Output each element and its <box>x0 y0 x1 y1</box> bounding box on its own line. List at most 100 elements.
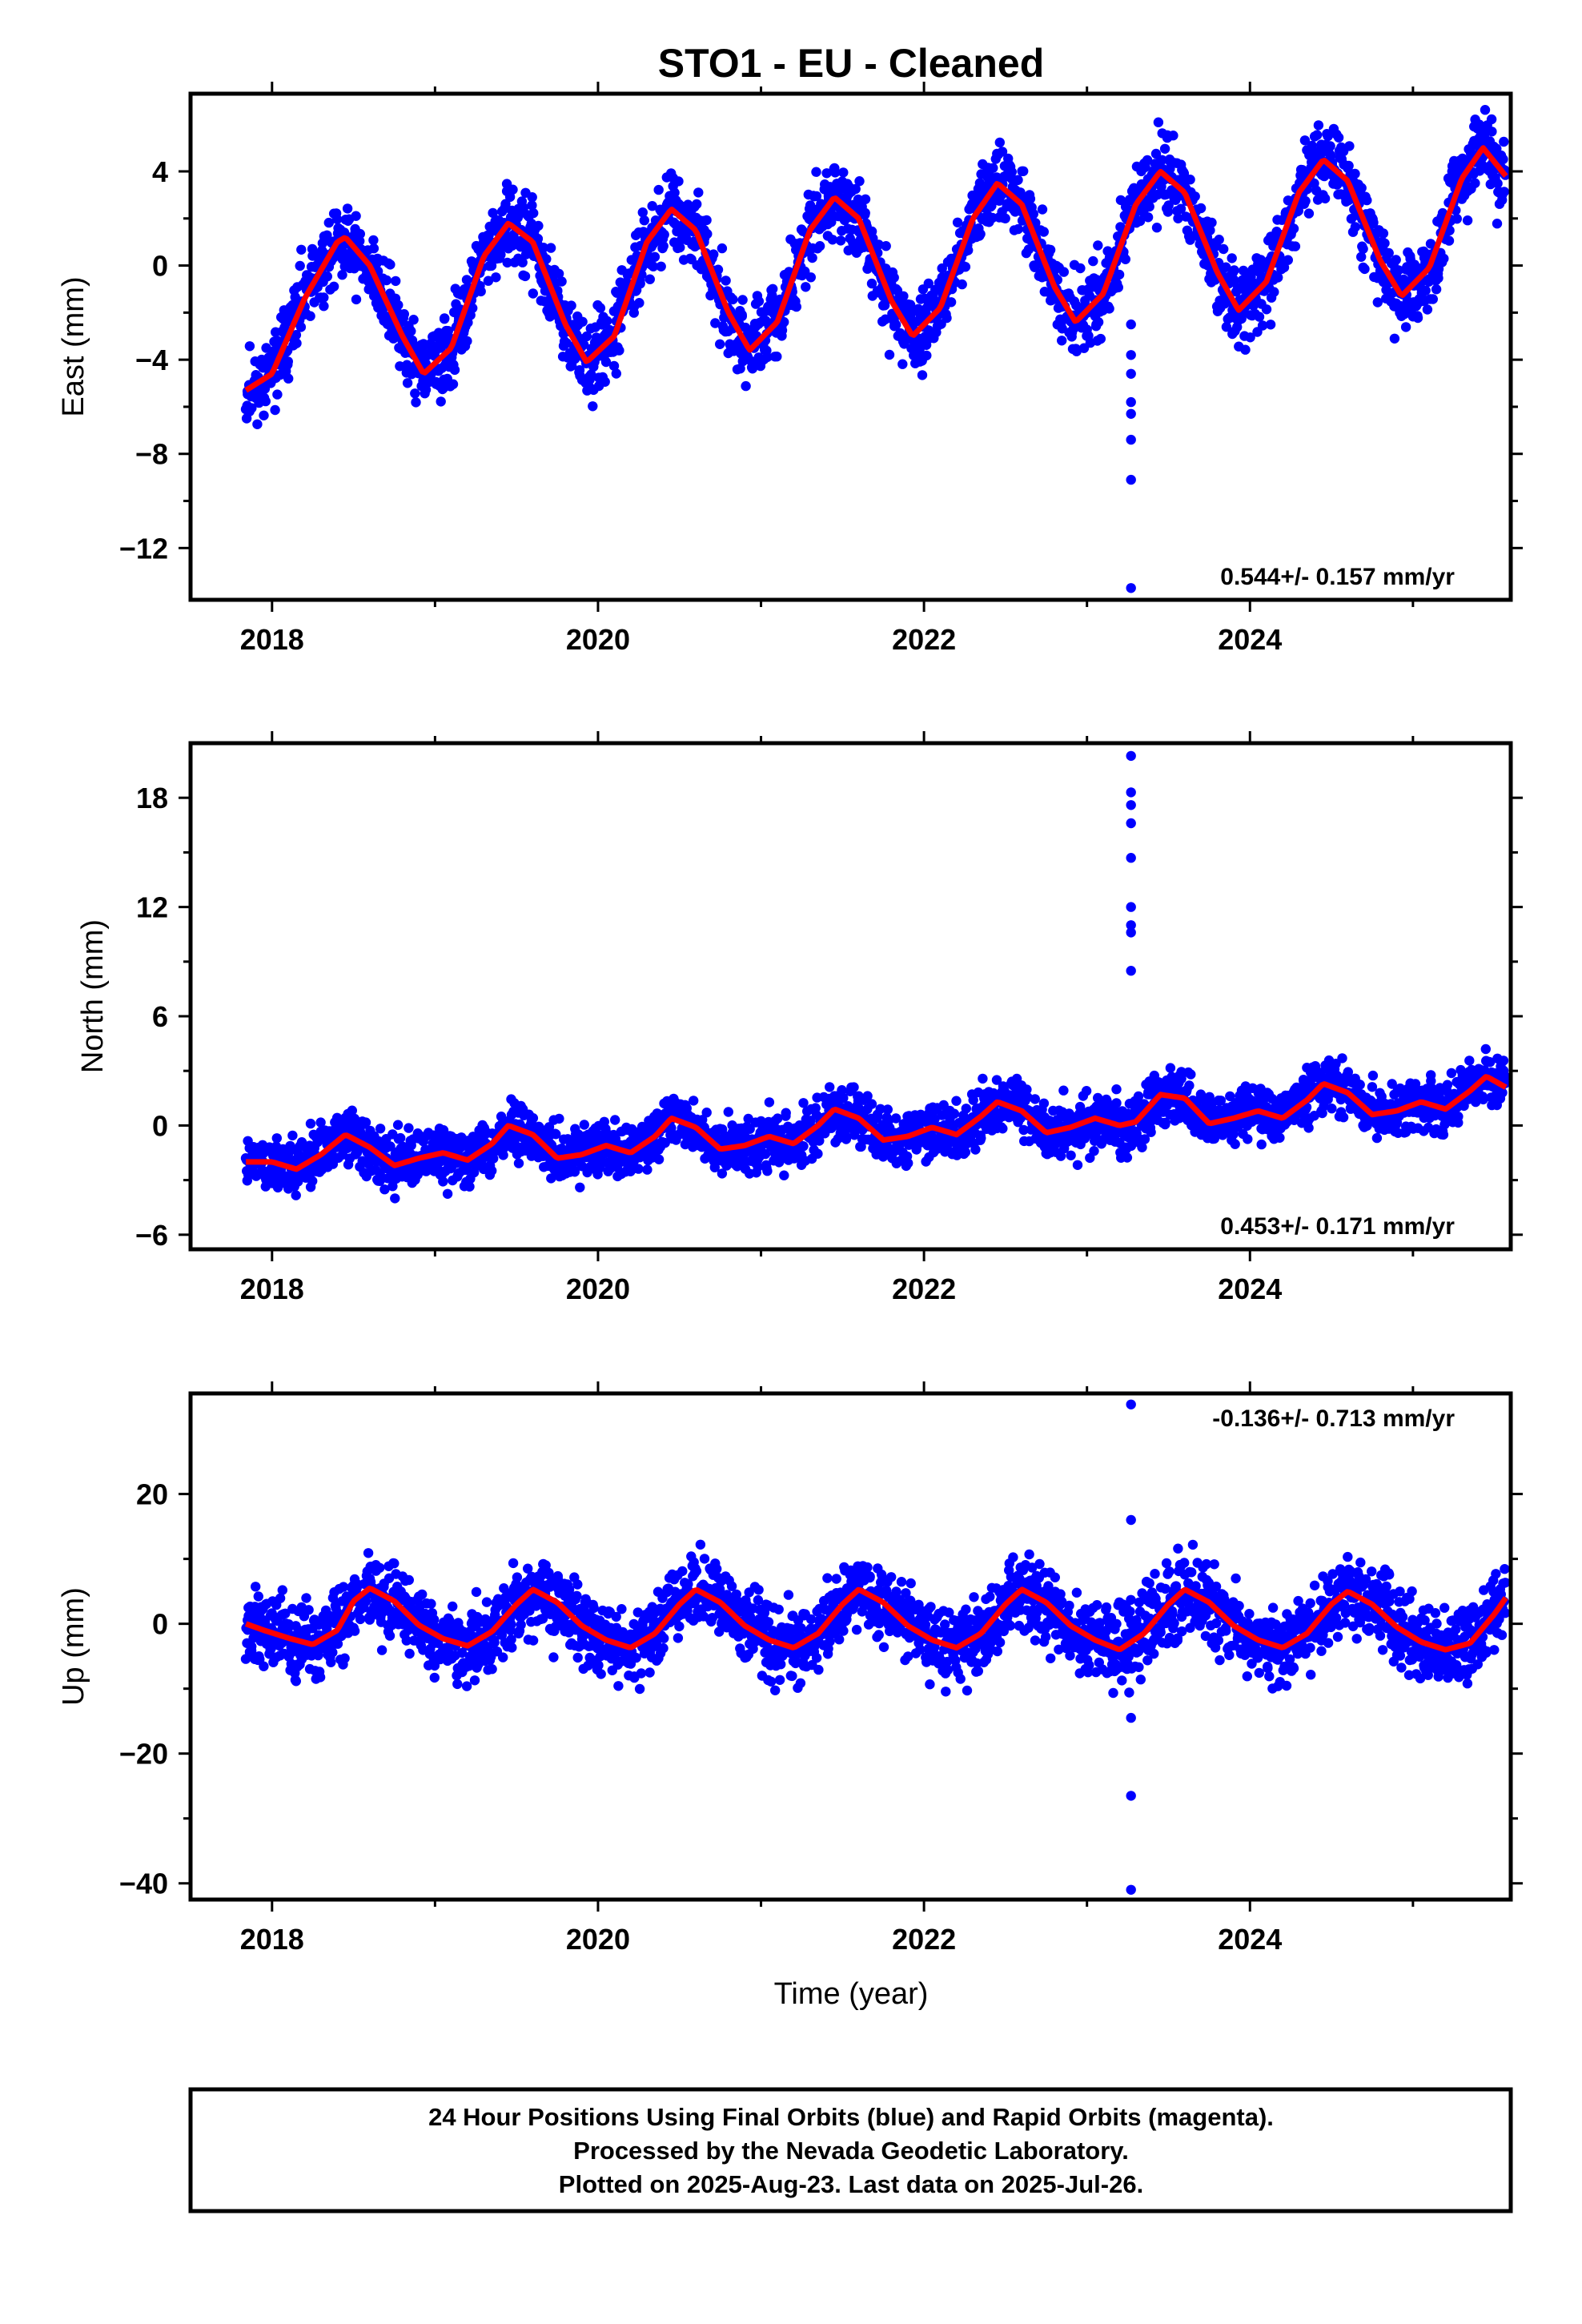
east-point <box>921 350 932 361</box>
north-point <box>666 1123 677 1133</box>
east-point <box>644 274 655 284</box>
north-scatter-points <box>240 1043 1511 1204</box>
east-point <box>1299 135 1311 146</box>
north-point <box>1275 1132 1285 1144</box>
east-point <box>879 300 890 311</box>
east-point <box>561 338 572 348</box>
north-point <box>723 1107 733 1117</box>
east-point <box>355 235 365 247</box>
east-point <box>1219 243 1229 255</box>
east-point <box>1000 213 1010 223</box>
north-point <box>1137 1142 1147 1153</box>
east-point <box>957 279 967 290</box>
east-point <box>1257 320 1268 331</box>
east-x-tick-label: 2022 <box>892 623 956 656</box>
east-point <box>533 220 544 231</box>
east-point <box>1343 160 1354 171</box>
east-point <box>988 163 998 173</box>
north-point <box>1058 1085 1069 1096</box>
east-y-tick-label: 4 <box>152 155 168 188</box>
east-point <box>779 316 789 328</box>
north-point <box>387 1181 398 1192</box>
east-point <box>658 241 669 251</box>
east-point <box>1288 223 1299 234</box>
north-point <box>464 1181 475 1192</box>
east-point <box>1144 201 1154 212</box>
east-point <box>1159 143 1170 154</box>
north-point <box>487 1165 497 1176</box>
east-point <box>538 243 549 253</box>
north-point <box>1215 1096 1227 1106</box>
chart-title: STO1 - EU - Cleaned <box>658 41 1045 86</box>
east-rate-label: 0.544+/- 0.157 mm/yr <box>1220 564 1455 590</box>
east-point <box>1142 155 1153 166</box>
north-point <box>546 1173 556 1184</box>
east-spike-point <box>1126 408 1136 419</box>
east-point <box>581 331 592 342</box>
east-point <box>1372 297 1383 308</box>
east-point <box>1168 131 1178 141</box>
east-point <box>811 191 822 202</box>
east-point <box>291 338 302 348</box>
east-point <box>653 184 664 195</box>
east-point <box>946 297 957 308</box>
east-point <box>1378 228 1389 239</box>
east-point <box>1400 322 1411 332</box>
east-y-tick-label: −8 <box>135 438 168 471</box>
east-model-curve <box>244 145 1508 393</box>
east-point <box>850 183 861 195</box>
east-point <box>1142 212 1154 223</box>
east-panel: 2018 2020 2022 2024−12−8−404 East (mm) 0.54… <box>57 82 1523 656</box>
east-point <box>991 172 1002 183</box>
east-point <box>669 187 680 198</box>
north-point <box>1111 1098 1122 1108</box>
east-point <box>777 325 788 336</box>
east-point <box>1071 346 1082 356</box>
east-point <box>342 203 353 214</box>
east-point <box>402 378 413 388</box>
east-point <box>1037 204 1048 215</box>
east-point <box>591 332 602 343</box>
north-point <box>890 1113 901 1124</box>
east-point <box>975 229 986 239</box>
east-point <box>355 228 365 239</box>
east-point <box>637 207 648 218</box>
east-point <box>1383 247 1394 259</box>
east-point <box>586 369 596 380</box>
north-point <box>753 1161 763 1172</box>
north-point <box>271 1133 282 1144</box>
north-point <box>1146 1127 1156 1137</box>
east-point <box>600 356 612 368</box>
north-point <box>1184 1080 1195 1091</box>
north-point <box>998 1124 1008 1134</box>
east-point <box>952 217 963 227</box>
east-point <box>1303 208 1315 219</box>
north-point <box>438 1176 448 1187</box>
east-point <box>388 333 399 344</box>
north-point <box>1081 1086 1092 1096</box>
north-point <box>745 1124 755 1135</box>
east-point <box>692 199 702 210</box>
north-point <box>404 1123 414 1133</box>
north-point <box>468 1132 479 1142</box>
north-point <box>554 1113 564 1124</box>
east-point <box>448 379 459 389</box>
east-point <box>351 294 362 305</box>
east-point <box>259 410 269 420</box>
east-point <box>611 368 621 379</box>
east-point <box>801 282 811 292</box>
east-point <box>1427 294 1439 304</box>
north-point <box>841 1134 852 1144</box>
north-point <box>1186 1069 1196 1080</box>
east-point <box>917 370 928 380</box>
east-point <box>1350 222 1361 232</box>
north-point <box>307 1176 318 1187</box>
east-point <box>461 275 472 285</box>
east-point <box>528 207 539 219</box>
east-point <box>323 217 334 228</box>
east-point <box>721 275 731 286</box>
east-point <box>1359 263 1370 275</box>
east-point <box>1190 191 1200 202</box>
east-point <box>420 384 432 395</box>
east-point <box>408 315 419 325</box>
